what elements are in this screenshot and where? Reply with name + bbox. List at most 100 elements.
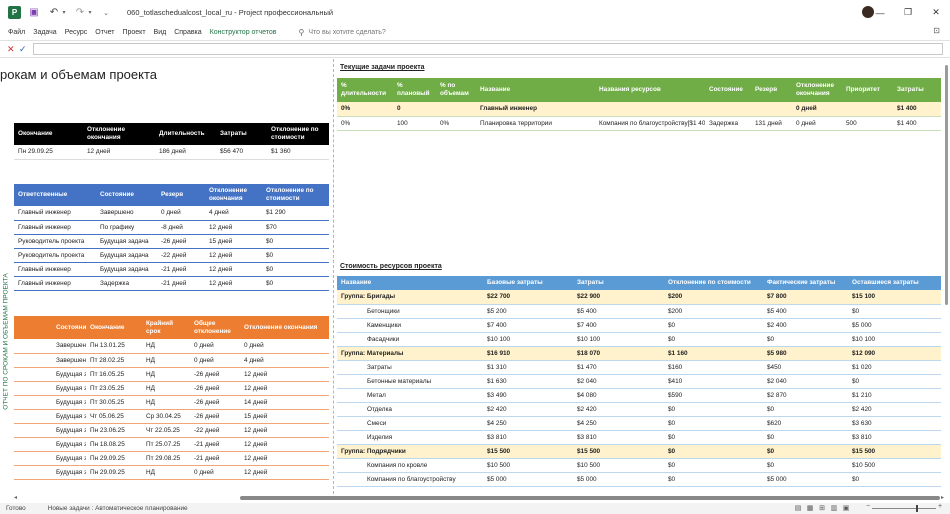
table-row[interactable]: Главный инженер Завершено 0 дней 4 дней $1 2… [14,206,329,221]
table-row[interactable]: Метал $3 490 $4 080 $590 $2 870 $1 210 [337,388,941,403]
table-row[interactable]: Главный инженер По графику -8 дней 12 дней $… [14,220,329,235]
table-cell: $1 360 [267,145,329,160]
table-row[interactable]: Затраты $1 310 $1 470 $160 $450 $1 020 [337,360,941,375]
tab-project[interactable]: Проект [122,28,146,36]
tab-view[interactable]: Вид [153,28,167,36]
redo-icon[interactable]: ↷ [75,7,85,18]
table-row[interactable]: Бетонные материалы $1 630 $2 040 $410 $2 040… [337,374,941,389]
table-row[interactable]: Главный инженер Будущая задача -21 дней 12 … [14,262,329,277]
scroll-left-icon[interactable]: ◂ [14,495,18,501]
new-tasks-mode[interactable]: Новые задачи : Автоматическое планирован… [47,505,188,512]
table-row[interactable]: Фасадчики $10 100 $10 100 $0 $0 $10 100 [337,332,941,347]
tell-me-input[interactable] [308,28,429,36]
scroll-right-icon[interactable]: ▸ [941,495,945,501]
tab-help[interactable]: Справка [174,28,202,36]
group-row[interactable]: 0% 0 Главный инженер 0 дней $1 400 [337,102,941,117]
close-button[interactable]: ✕ [932,7,940,17]
table-row[interactable]: Компания по кровле $10 500 $10 500 $0 $0 $10 … [337,458,941,473]
table-cell: $3 810 [848,430,941,445]
table-row[interactable]: Каменщики $7 400 $7 400 $0 $2 400 $5 000 [337,318,941,333]
vertical-scrollbar[interactable] [943,59,950,494]
table-row[interactable]: Изделия $3 810 $3 810 $0 $0 $3 810 [337,430,941,445]
ribbon-display-options-icon[interactable]: ⊡ [933,26,940,35]
undo-dropdown-icon[interactable]: ▾ [62,10,66,16]
col-header: Окончание [14,123,83,145]
maximize-button[interactable]: ❐ [903,7,913,17]
table-cell: Пт 23.05.25 [86,381,142,396]
tab-report[interactable]: Отчет [95,28,115,36]
resource-costs-table[interactable]: Название Базовые затраты Затраты Отклоне… [337,276,941,487]
undo-icon[interactable]: ↶ [49,7,59,18]
confirm-entry-icon[interactable]: ✓ [19,44,27,54]
zoom-in-icon[interactable]: + [938,503,943,510]
task-status-table[interactable]: Состояние Окончание Крайний срок Общее о… [14,316,329,480]
table-row[interactable]: Компания по благоустройству $5 000 $5 000 $… [337,472,941,487]
cancel-entry-icon[interactable]: ✕ [7,44,15,54]
table-cell: Будущая задача [14,451,86,466]
table-cell: $10 500 [573,458,664,473]
entry-field[interactable] [33,43,943,55]
table-cell: 12 дней [240,423,329,438]
table-cell: $0 [664,444,763,459]
table-cell: Фасадчики [337,332,483,347]
table-cell: $16 910 [483,346,573,361]
group-row[interactable]: Группа: Бригады $22 700 $22 900 $200 $7 800 $… [337,290,941,305]
user-avatar[interactable] [862,6,874,18]
project-summary-table[interactable]: Окончание Отклонение окончания Длительно… [14,123,329,160]
tab-file[interactable]: Файл [8,28,26,36]
table-cell: $450 [763,360,848,375]
table-cell: -26 дней [190,395,240,410]
table-cell [436,102,476,117]
zoom-slider[interactable] [872,508,936,509]
milestones-table[interactable]: Ответственные Состояние Резерв Отклонени… [14,184,329,291]
resource-sheet-icon[interactable]: ▥ [830,505,838,512]
table-cell: $0 [262,234,329,249]
redo-dropdown-icon[interactable]: ▾ [88,10,92,16]
tab-resource[interactable]: Ресурс [64,28,88,36]
zoom-slider-knob[interactable] [916,505,918,512]
table-row[interactable]: Смеси $4 250 $4 250 $0 $620 $3 630 [337,416,941,431]
network-diagram-icon[interactable]: ⊞ [819,505,825,512]
table-row[interactable]: Руководитель проекта Будущая задача -26 дн… [14,234,329,249]
horizontal-scrollbar[interactable]: ◂ ▸ [0,494,950,502]
col-header: Отклонение окончания [205,184,262,206]
col-header: Состояние [705,78,751,102]
minimize-button[interactable]: — [875,7,885,18]
zoom-out-icon[interactable]: − [866,503,871,510]
col-header: Оставшиеся затраты [848,276,941,290]
table-row[interactable]: 0% 100 0% Планировка территории Компания по … [337,116,941,131]
col-header: Затраты [573,276,664,290]
table-cell: Задержка [96,276,157,291]
tab-task[interactable]: Задача [33,28,57,36]
customize-toolbar-icon[interactable]: ⌄ [103,9,109,17]
window-title: 060_totlaschedualcost_local_ru - Project… [127,8,334,17]
vertical-scroll-thumb[interactable] [945,65,948,305]
group-row[interactable]: Группа: Подрядчики $15 500 $15 500 $0 $0 $15 … [337,444,941,459]
group-row[interactable]: Группа: Материалы $16 910 $18 070 $1 160 $5 … [337,346,941,361]
report-view-icon[interactable]: ▣ [842,505,850,512]
table-cell: Главный инженер [14,262,96,277]
tab-report-designer[interactable]: Конструктор отчетов [209,28,277,36]
gantt-view-icon[interactable]: ▤ [794,505,802,512]
table-row[interactable]: Руководитель проекта Будущая задача -22 дн… [14,248,329,263]
table-cell: НД [142,353,190,368]
table-cell: Пн 29.09.25 [14,145,83,160]
table-row[interactable]: Главный инженер Задержка -21 дней 12 дней $0 [14,276,329,291]
table-row[interactable]: Отделка $2 420 $2 420 $0 $0 $2 420 [337,402,941,417]
task-usage-icon[interactable]: ▦ [806,505,814,512]
report-canvas[interactable]: ОТЧЕТ ПО СРОКАМ И ОБЪЕМАМ ПРОЕКТА рокам … [0,59,950,494]
horizontal-scroll-thumb[interactable] [240,496,940,500]
save-icon[interactable]: ▣ [29,7,39,18]
current-tasks-table[interactable]: % длительности % плановый % по объемам Н… [337,78,941,131]
table-row[interactable]: Бетонщики $5 200 $5 400 $200 $5 400 $0 [337,304,941,319]
